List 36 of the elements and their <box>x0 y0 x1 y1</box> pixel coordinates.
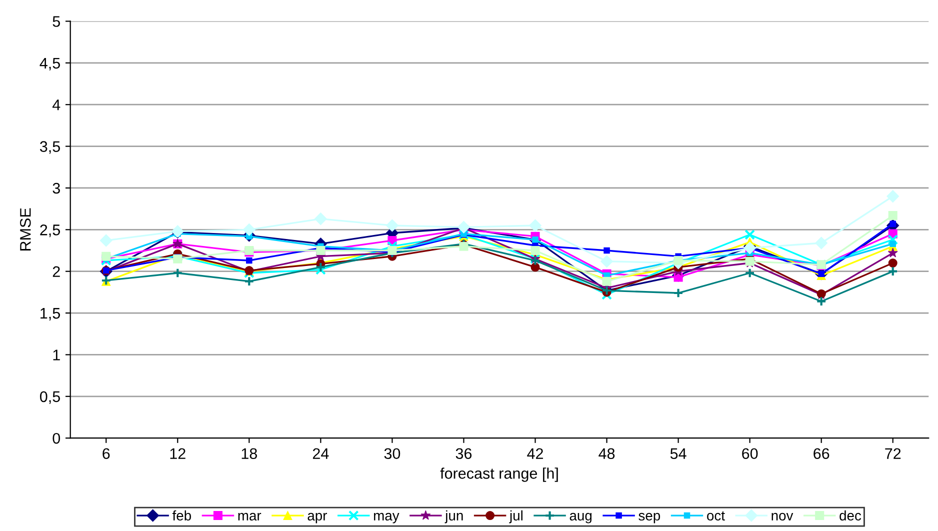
legend-label: apr <box>308 512 327 524</box>
y-tick-label: 1,5 <box>40 308 60 321</box>
x-tick-label: 36 <box>456 448 472 460</box>
y-tick-label: 2 <box>52 266 60 277</box>
y-tick-label: 1 <box>53 350 60 360</box>
y-tick-label: 3 <box>52 182 60 194</box>
legend-label: dec <box>840 510 862 521</box>
x-tick-label: 72 <box>885 448 901 459</box>
y-tick-label: 0 <box>52 432 60 444</box>
x-tick-label: 6 <box>102 448 110 460</box>
x-tick-label: 24 <box>312 448 329 459</box>
x-tick-label: 18 <box>242 448 257 460</box>
legend-label: aug <box>570 512 592 524</box>
legend-label: oct <box>707 511 725 521</box>
x-tick-label: 12 <box>170 448 186 459</box>
y-tick-label: 0,5 <box>40 391 60 404</box>
legend-label: feb <box>172 510 191 521</box>
x-tick-label: 30 <box>384 448 400 460</box>
y-tick-label: 5 <box>52 16 60 27</box>
y-tick-label: 4 <box>52 100 60 110</box>
legend-label: mar <box>238 512 262 521</box>
x-tick-label: 42 <box>527 448 543 459</box>
y-axis-title: RMSE <box>20 208 31 250</box>
x-tick-label: 48 <box>598 448 615 460</box>
legend-label: nov <box>772 512 794 521</box>
x-tick-label: 60 <box>742 448 758 460</box>
x-axis-title: forecast range [h] <box>440 468 558 482</box>
legend-label: may <box>374 512 400 524</box>
x-tick-label: 54 <box>670 448 686 460</box>
y-tick-label: 2,5 <box>40 224 60 238</box>
legend-label: jul <box>509 510 522 524</box>
y-tick-label: 4,5 <box>40 58 60 70</box>
y-tick-label: 3,5 <box>40 141 60 154</box>
legend-label: jun <box>444 510 463 524</box>
legend-label: sep <box>638 512 660 524</box>
x-tick-label: 66 <box>814 448 830 460</box>
